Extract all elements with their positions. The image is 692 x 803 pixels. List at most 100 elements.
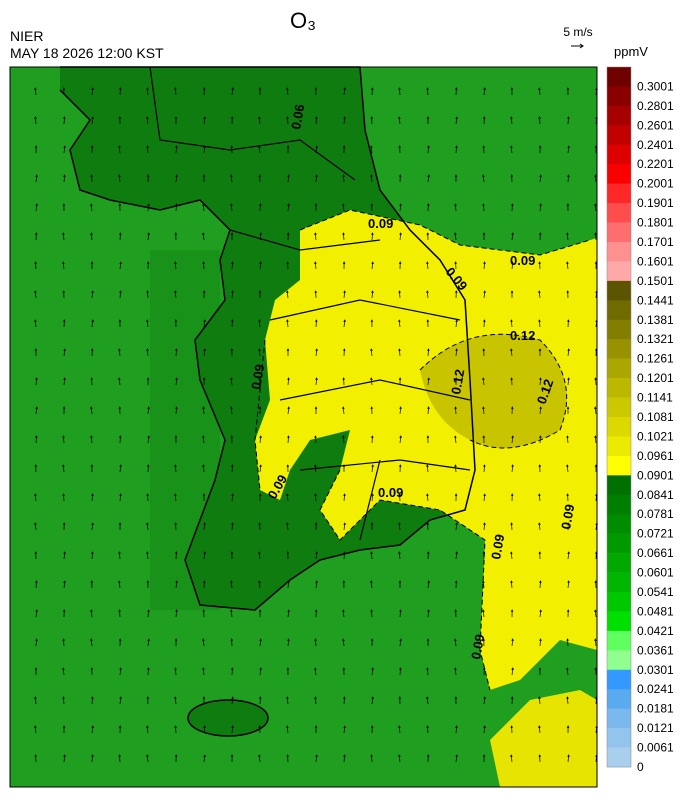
colorbar-label: 0.2801: [637, 99, 674, 113]
colorbar-label: 0.1141: [637, 391, 673, 405]
colorbar-box: [607, 514, 631, 534]
colorbar-box: [607, 533, 631, 554]
unit: ppmV: [614, 44, 648, 59]
colorbar-box: [607, 630, 631, 651]
colorbar-label: 0.1021: [637, 429, 674, 443]
colorbar-label: 0.1381: [637, 313, 674, 327]
colorbar-label: 0.0241: [637, 682, 674, 696]
colorbar-label: 0.0961: [637, 449, 674, 463]
colorbar-label: 0.0601: [637, 566, 674, 580]
colorbar-box: [607, 339, 631, 359]
contour-label: 0.09: [378, 485, 403, 500]
colorbar-label: 0.0781: [637, 507, 674, 521]
contour-label: 0.09: [248, 363, 267, 391]
colorbar-box: [607, 689, 631, 709]
colorbar-label: 0.1081: [637, 410, 674, 424]
map: 0.09 0.09 0.09 0.12 0.12 0.12 0.09 0.09 …: [9, 66, 598, 788]
colorbar-label: 0.1201: [637, 371, 674, 385]
colorbar-label: 0.2001: [637, 177, 674, 191]
jeju-island: [187, 699, 269, 737]
colorbar-label: 0.1801: [637, 216, 674, 230]
colorbar-label: 0.1501: [637, 274, 674, 288]
colorbar-label: 0.0121: [637, 721, 674, 735]
colorbar-box: [607, 261, 631, 282]
colorbar-label: 0.0661: [637, 546, 674, 560]
colorbar-box: [607, 105, 631, 126]
colorbar-box: [607, 611, 631, 632]
colorbar-box: [607, 378, 631, 398]
province-borders: [149, 66, 471, 541]
colorbar-label: 0.0181: [637, 702, 674, 716]
colorbar-label: 0.2401: [637, 138, 674, 152]
title: O₃: [290, 8, 316, 33]
colorbar-box: [607, 417, 631, 437]
colorbar-box: [607, 650, 631, 671]
colorbar-label: 0.0361: [637, 643, 674, 657]
colorbar-box: [607, 125, 631, 146]
colorbar-box: [607, 86, 631, 107]
colorbar-box: [607, 455, 631, 476]
colorbar-label: 0.1261: [637, 352, 674, 366]
colorbar-box: [607, 475, 631, 496]
colorbar-box: [607, 669, 631, 690]
colorbar-label: 0.2601: [637, 118, 674, 132]
contour-label: 0.09: [468, 633, 487, 661]
colorbar-label: 0.0421: [637, 624, 674, 638]
colorbar-box: [607, 572, 631, 593]
contour-label: 0.09: [510, 253, 535, 268]
colorbar-box: [607, 494, 631, 515]
colorbar-box: [607, 728, 631, 748]
colorbar-box: [607, 319, 631, 340]
coastline: [59, 66, 476, 611]
colorbar-box: [607, 67, 631, 87]
wind-vectors: [34, 87, 598, 763]
colorbar-label: 0.0301: [637, 663, 674, 677]
colorbar-box: [607, 144, 631, 165]
peak-ozone-area: [420, 334, 567, 448]
contour-label: 0.09: [368, 216, 393, 231]
colorbar-label: 0.1321: [637, 332, 674, 346]
agency: NIER: [10, 28, 43, 44]
contour-label: 0.12: [510, 328, 535, 343]
contour-label: 0.12: [448, 368, 467, 396]
colorbar-box: [607, 222, 631, 243]
colorbar-frame: [606, 66, 632, 768]
reference-vector: [571, 43, 584, 49]
colorbar-box: [607, 358, 631, 379]
colorbar-box: [607, 397, 631, 418]
vector-scale: 5 m/s: [563, 25, 592, 39]
colorbar-box: [607, 553, 631, 573]
high-ozone-area-south: [490, 690, 597, 787]
colorbar-label: 0.2201: [637, 157, 674, 171]
colorbar-box: [607, 203, 631, 223]
colorbar-box: [607, 708, 631, 729]
colorbar-label: 0.0901: [637, 468, 674, 482]
colorbar-label: 0.0841: [637, 488, 674, 502]
colorbar-box: [607, 164, 631, 184]
colorbar-box: [607, 300, 631, 321]
colorbar: 0.3001 0.2801 0.2601 0.2401 0.2201 0.2001 0.19…: [606, 66, 674, 774]
colorbar-box: [607, 592, 631, 612]
colorbar-label: 0.3001: [637, 79, 674, 93]
colorbar-box: [607, 747, 631, 768]
datetime: MAY 18 2026 12:00 KST: [10, 45, 164, 61]
contour-lines: [254, 209, 591, 691]
colorbar-label: 0.1601: [637, 254, 674, 268]
contour-label: 0.09: [488, 533, 507, 561]
map-frame: [9, 66, 598, 788]
high-ozone-area: [255, 210, 597, 690]
colorbar-label: 0.1901: [637, 196, 674, 210]
colorbar-label: 0.0061: [637, 741, 674, 755]
colorbar-box: [607, 436, 631, 457]
contour-label: 0.09: [558, 503, 577, 531]
contour-label: 0.06: [288, 103, 307, 131]
colorbar-box: [607, 280, 631, 301]
colorbar-box: [607, 242, 631, 262]
colorbar-label: 0.1441: [637, 293, 674, 307]
colorbar-box: [607, 183, 631, 204]
colorbar-label: 0: [637, 760, 644, 774]
colorbar-label: 0.0481: [637, 604, 674, 618]
colorbar-label: 0.0721: [637, 527, 674, 541]
colorbar-label: 0.1701: [637, 235, 674, 249]
